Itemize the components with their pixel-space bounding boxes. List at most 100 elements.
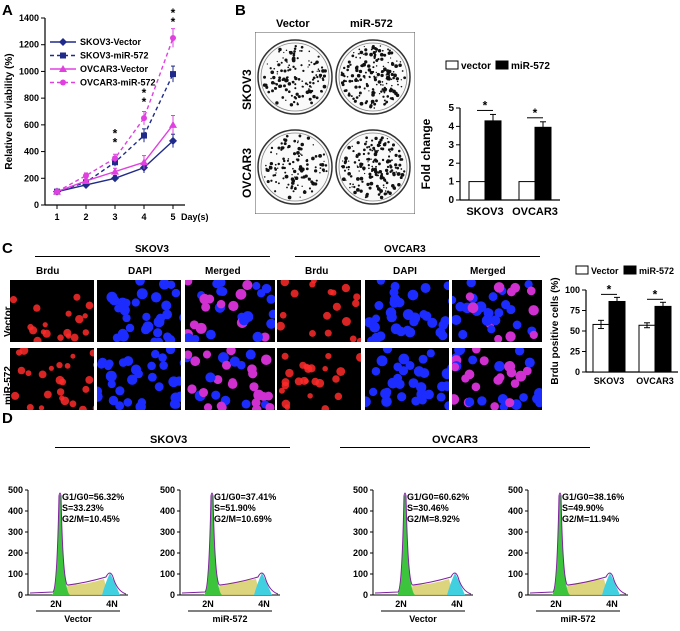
- nucleus: [265, 402, 275, 410]
- col-label-merged-2: Merged: [470, 266, 506, 277]
- colony: [353, 161, 357, 164]
- colony: [356, 141, 360, 145]
- colony: [286, 61, 288, 63]
- y-tick-label: 500: [160, 485, 175, 495]
- colony: [373, 158, 377, 162]
- y-tick-label: 500: [508, 485, 523, 495]
- plate-row-label-skov3: SKOV3: [240, 69, 254, 110]
- colony: [300, 49, 303, 52]
- brdu-cell: [341, 317, 351, 326]
- colony: [377, 149, 379, 152]
- colony: [381, 49, 384, 52]
- nucleus: [147, 361, 156, 371]
- colony: [353, 185, 356, 189]
- colony: [285, 49, 288, 52]
- brdu-cell: [352, 299, 360, 308]
- colony: [371, 139, 374, 142]
- micrograph-dapi: [97, 280, 181, 342]
- colony: [365, 136, 368, 140]
- colony: [277, 146, 281, 150]
- colony: [364, 71, 367, 74]
- colony: [300, 176, 303, 179]
- colony: [275, 153, 278, 155]
- colony: [301, 94, 305, 98]
- colony: [389, 164, 392, 167]
- data-point: [82, 176, 90, 184]
- x-tick-label: 3: [112, 212, 117, 222]
- colony: [342, 66, 346, 70]
- colony: [359, 189, 363, 193]
- significance-mark: *: [142, 86, 147, 100]
- brdu-positive-bar-chart: 0 25 50 75 100 Brdu positive cells (%) * SKOV3 *…: [550, 265, 678, 386]
- group-line-skov3-d: [55, 447, 290, 448]
- colony: [291, 160, 295, 164]
- brdu-cell: [19, 348, 29, 355]
- colony: [270, 80, 275, 85]
- nucleus: [135, 280, 145, 286]
- legend-label: miR-572: [639, 266, 674, 276]
- y-tick-label: 25: [570, 347, 580, 357]
- colony: [343, 89, 347, 93]
- colony: [281, 166, 285, 170]
- colony: [308, 97, 312, 101]
- nucleus: [465, 292, 475, 301]
- colony: [367, 152, 370, 155]
- colony: [314, 166, 317, 169]
- brdu-cell: [69, 400, 77, 408]
- nucleus: [241, 399, 251, 409]
- data-point: [54, 188, 60, 195]
- colony: [366, 182, 370, 187]
- legend-label: vector: [461, 61, 491, 72]
- colony: [305, 90, 310, 95]
- brdu-cell: [332, 302, 341, 311]
- nucleus: [105, 370, 117, 382]
- colony: [371, 149, 374, 152]
- colony: [385, 82, 388, 85]
- colony: [367, 161, 369, 163]
- nucleus: [436, 392, 446, 402]
- colony: [394, 64, 398, 69]
- legend-swatch: [445, 60, 459, 70]
- colony: [375, 50, 378, 53]
- nucleus: [228, 300, 239, 312]
- nucleus: [403, 325, 412, 335]
- brdu-cell: [10, 295, 18, 304]
- colony: [387, 48, 389, 51]
- colony: [392, 70, 395, 73]
- plate-col-label-mir572: miR-572: [350, 18, 393, 30]
- y-tick-label: 75: [570, 306, 580, 316]
- legend-marker: [60, 52, 66, 59]
- colony: [296, 103, 299, 106]
- brdu-cell: [85, 301, 94, 310]
- legend-label: Vector: [591, 266, 619, 276]
- nucleus: [206, 329, 216, 340]
- colony: [399, 61, 402, 63]
- colony: [352, 97, 355, 100]
- colony: [386, 190, 390, 194]
- nucleus: [407, 289, 419, 301]
- colony: [281, 96, 285, 99]
- y-axis-label: Relative cell viability (%): [4, 53, 15, 169]
- colony: [357, 184, 360, 187]
- data-point: [112, 155, 118, 162]
- nucleus: [213, 375, 223, 385]
- colony: [289, 50, 293, 55]
- colony: [387, 77, 391, 81]
- nucleus: [452, 362, 460, 372]
- colony: [373, 53, 377, 57]
- colony: [401, 174, 404, 177]
- colony: [320, 74, 322, 77]
- colony: [272, 174, 275, 177]
- colony: [297, 96, 299, 98]
- data-point: [83, 172, 89, 179]
- category-label: SKOV3: [466, 206, 503, 218]
- nucleus: [494, 334, 503, 342]
- nucleus: [122, 313, 131, 323]
- nucleus: [494, 361, 505, 372]
- brdu-cell: [304, 364, 313, 373]
- colony: [374, 150, 378, 154]
- brdu-cell: [290, 289, 299, 298]
- colony: [394, 166, 397, 169]
- nucleus: [515, 370, 527, 382]
- peak-label-2n: 2N: [202, 599, 214, 609]
